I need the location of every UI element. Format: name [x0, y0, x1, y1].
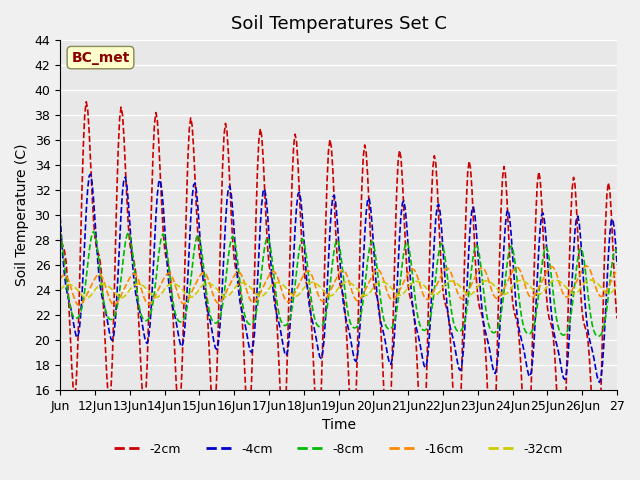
X-axis label: Time: Time: [322, 418, 356, 432]
Y-axis label: Soil Temperature (C): Soil Temperature (C): [15, 144, 29, 286]
Legend: -2cm, -4cm, -8cm, -16cm, -32cm: -2cm, -4cm, -8cm, -16cm, -32cm: [109, 438, 568, 461]
Title: Soil Temperatures Set C: Soil Temperatures Set C: [230, 15, 447, 33]
Text: BC_met: BC_met: [71, 50, 130, 65]
